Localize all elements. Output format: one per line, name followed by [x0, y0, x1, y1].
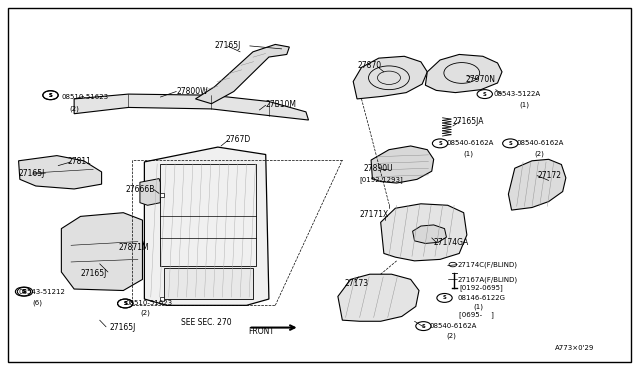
Text: [0695-    ]: [0695- ]	[460, 312, 494, 318]
Text: S: S	[422, 324, 426, 328]
Text: (1): (1)	[519, 102, 529, 109]
Text: 27970N: 27970N	[466, 75, 495, 84]
Text: 27165J: 27165J	[109, 323, 136, 332]
Text: 27811: 27811	[68, 157, 92, 166]
Text: 08540-6162A: 08540-6162A	[447, 140, 494, 146]
Text: 27666B: 27666B	[125, 185, 155, 194]
Polygon shape	[145, 147, 269, 305]
Text: 27172: 27172	[537, 171, 561, 180]
Polygon shape	[19, 155, 102, 189]
Text: (6): (6)	[33, 299, 43, 306]
Text: S: S	[483, 92, 486, 97]
Text: 27165J: 27165J	[19, 169, 45, 177]
Text: 27173: 27173	[344, 279, 369, 288]
Text: 08543-51212: 08543-51212	[19, 289, 65, 295]
Text: S: S	[21, 289, 25, 294]
Polygon shape	[353, 56, 428, 99]
Polygon shape	[164, 267, 253, 299]
Polygon shape	[426, 54, 502, 93]
Text: 27174C(F/BLIND): 27174C(F/BLIND)	[458, 261, 517, 268]
Text: 27174GA: 27174GA	[434, 238, 469, 247]
Text: 27800W: 27800W	[176, 87, 208, 96]
Text: S: S	[124, 301, 127, 306]
Polygon shape	[61, 213, 143, 291]
Text: S: S	[23, 289, 27, 294]
Text: 27890U: 27890U	[364, 164, 393, 173]
Polygon shape	[413, 225, 447, 243]
Text: S: S	[508, 141, 512, 146]
Polygon shape	[371, 146, 434, 183]
Text: 27870: 27870	[357, 61, 381, 70]
Polygon shape	[338, 274, 419, 321]
Text: 27B10M: 27B10M	[266, 100, 297, 109]
Text: 08540-6162A: 08540-6162A	[430, 323, 477, 329]
Text: [0192-0695]: [0192-0695]	[460, 285, 503, 291]
Text: SEE SEC. 270: SEE SEC. 270	[180, 318, 232, 327]
Polygon shape	[195, 44, 289, 104]
Polygon shape	[508, 159, 566, 210]
Text: 27165JA: 27165JA	[453, 117, 484, 126]
Text: [0192-1293]: [0192-1293]	[360, 176, 403, 183]
Text: A773×0'29: A773×0'29	[555, 345, 595, 351]
Text: 27165J: 27165J	[214, 41, 241, 50]
Text: 08540-6162A: 08540-6162A	[516, 140, 564, 146]
Polygon shape	[140, 179, 161, 205]
Text: S: S	[49, 93, 52, 98]
Text: S: S	[49, 93, 52, 98]
Text: 27165J: 27165J	[81, 269, 107, 278]
Text: (2): (2)	[70, 106, 79, 112]
Text: 08543-5122A: 08543-5122A	[493, 91, 541, 97]
Text: 08146-6122G: 08146-6122G	[458, 295, 506, 301]
Text: (2): (2)	[534, 150, 544, 157]
Text: S: S	[443, 295, 447, 301]
Text: (1): (1)	[473, 303, 483, 310]
Text: 27171X: 27171X	[360, 211, 389, 219]
Polygon shape	[381, 204, 467, 261]
Text: 27167A(F/BLIND): 27167A(F/BLIND)	[458, 276, 517, 283]
Text: FRONT: FRONT	[248, 327, 275, 336]
Text: S: S	[124, 301, 127, 306]
Text: 2767D: 2767D	[225, 135, 251, 144]
Text: 27871M: 27871M	[119, 243, 150, 251]
Text: (2): (2)	[447, 333, 456, 339]
Text: S: S	[438, 141, 442, 146]
Text: (2): (2)	[140, 310, 150, 316]
Polygon shape	[74, 94, 308, 120]
Text: 08510-51623: 08510-51623	[61, 94, 109, 100]
Text: 08510-51623: 08510-51623	[125, 300, 172, 306]
Text: (1): (1)	[464, 150, 474, 157]
